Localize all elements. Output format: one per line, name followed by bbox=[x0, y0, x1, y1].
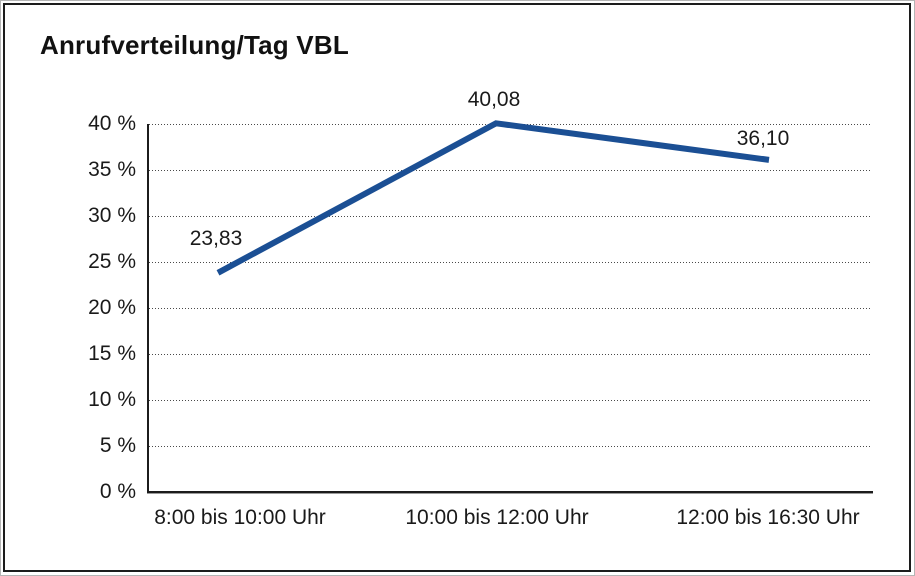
data-point-label: 40,08 bbox=[467, 88, 521, 112]
y-axis-tick-label: 20 % bbox=[88, 296, 136, 319]
y-axis-tick-label: 35 % bbox=[88, 158, 136, 181]
data-point-label: 23,83 bbox=[189, 226, 243, 250]
gridline-25 bbox=[149, 262, 872, 263]
line-series bbox=[216, 120, 770, 276]
gridline-35 bbox=[149, 170, 872, 171]
y-axis-tick-label: 40 % bbox=[88, 112, 136, 135]
gridline-5 bbox=[149, 446, 872, 447]
y-axis-tick-label: 5 % bbox=[99, 434, 136, 457]
data-point-label: 36,10 bbox=[736, 126, 790, 150]
x-axis-category-label: 10:00 bis 12:00 Uhr bbox=[405, 506, 589, 529]
gridline-30 bbox=[149, 216, 872, 217]
x-axis-shadow bbox=[147, 493, 873, 494]
gridline-10 bbox=[149, 400, 872, 401]
x-axis-category-label: 12:00 bis 16:30 Uhr bbox=[676, 506, 860, 529]
y-axis-tick-label: 25 % bbox=[88, 250, 136, 273]
chart-title: Anrufverteilung/Tag VBL bbox=[40, 30, 349, 60]
y-axis-tick-label: 30 % bbox=[88, 204, 136, 227]
gridline-15 bbox=[149, 354, 872, 355]
x-axis-category-label: 8:00 bis 10:00 Uhr bbox=[154, 506, 326, 529]
y-axis-tick-label: 0 % bbox=[99, 480, 136, 503]
y-axis-tick-label: 10 % bbox=[88, 388, 136, 411]
gridline-20 bbox=[149, 308, 872, 309]
y-axis-line bbox=[147, 124, 149, 494]
x-axis-line bbox=[147, 491, 873, 493]
y-axis-tick-label: 15 % bbox=[88, 342, 136, 365]
